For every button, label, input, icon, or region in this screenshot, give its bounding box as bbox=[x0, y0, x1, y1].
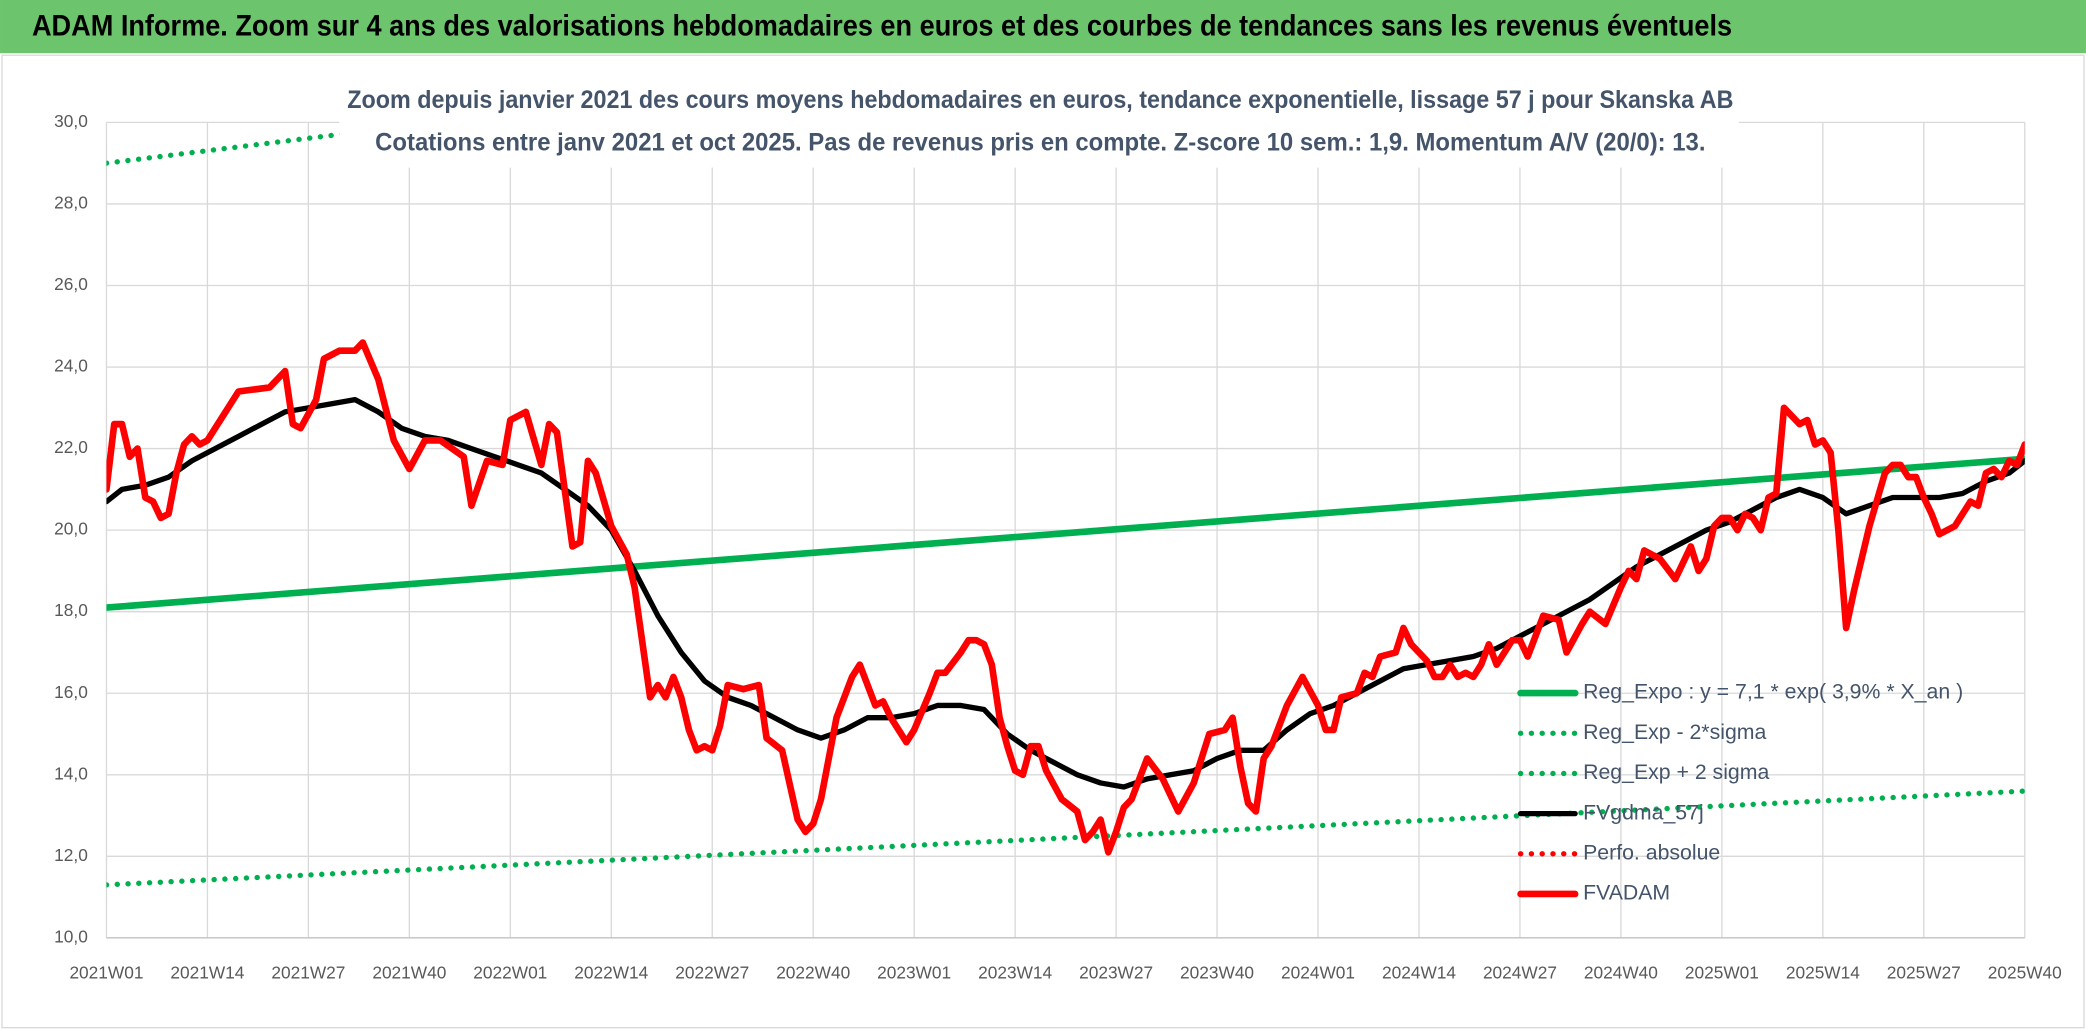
y-tick-label: 12,0 bbox=[54, 845, 88, 865]
y-tick-label: 20,0 bbox=[54, 519, 88, 539]
y-tick-label: 28,0 bbox=[54, 193, 88, 213]
x-tick-label: 2023W27 bbox=[1079, 962, 1153, 982]
chart-subtitle: Cotations entre janv 2021 et oct 2025. P… bbox=[375, 128, 1705, 156]
legend-label: FVgdma_57j bbox=[1583, 800, 1704, 824]
x-tick-label: 2025W01 bbox=[1685, 962, 1759, 982]
x-tick-label: 2022W01 bbox=[473, 962, 547, 982]
legend-label: Perfo. absolue bbox=[1583, 840, 1720, 864]
banner-bg bbox=[0, 0, 2086, 54]
legend-label: Reg_Exp - 2*sigma bbox=[1583, 720, 1766, 744]
x-tick-label: 2021W40 bbox=[372, 962, 446, 982]
y-tick-label: 22,0 bbox=[54, 437, 88, 457]
y-tick-label: 14,0 bbox=[54, 763, 88, 783]
series-line bbox=[106, 339, 2025, 856]
x-tick-label: 2022W27 bbox=[675, 962, 749, 982]
x-tick-label: 2021W14 bbox=[170, 962, 244, 982]
x-tick-label: 2023W01 bbox=[877, 962, 951, 982]
legend-label: Reg_Exp + 2 sigma bbox=[1583, 760, 1769, 784]
chart-title: Zoom depuis janvier 2021 des cours moyen… bbox=[347, 86, 1733, 114]
legend-label: FVADAM bbox=[1583, 881, 1670, 905]
x-tick-label: 2024W27 bbox=[1483, 962, 1557, 982]
chart-frame bbox=[1, 54, 2085, 1029]
x-tick-label: 2024W14 bbox=[1382, 962, 1456, 982]
x-tick-label: 2024W40 bbox=[1584, 962, 1658, 982]
y-tick-label: 30,0 bbox=[54, 111, 88, 131]
y-tick-label: 18,0 bbox=[54, 600, 88, 620]
series-line bbox=[106, 788, 2025, 888]
x-tick-label: 2022W14 bbox=[574, 962, 648, 982]
x-tick-label: 2021W01 bbox=[69, 962, 143, 982]
legend-label: Reg_Expo : y = 7,1 * exp( 3,9% * X_an ) bbox=[1583, 680, 1963, 704]
x-tick-label: 2025W40 bbox=[1988, 962, 2062, 982]
x-tick-label: 2022W40 bbox=[776, 962, 850, 982]
series-line bbox=[106, 455, 2025, 611]
x-tick-label: 2023W40 bbox=[1180, 962, 1254, 982]
y-tick-label: 16,0 bbox=[54, 682, 88, 702]
y-tick-label: 24,0 bbox=[54, 356, 88, 376]
y-tick-label: 10,0 bbox=[54, 926, 88, 946]
y-tick-label: 26,0 bbox=[54, 274, 88, 294]
x-tick-label: 2025W27 bbox=[1887, 962, 1961, 982]
title-bg bbox=[339, 79, 1739, 168]
x-tick-label: 2023W14 bbox=[978, 962, 1052, 982]
banner-title: ADAM Informe. Zoom sur 4 ans des valoris… bbox=[32, 11, 1732, 43]
x-tick-label: 2024W01 bbox=[1281, 962, 1355, 982]
legend: Reg_Expo : y = 7,1 * exp( 3,9% * X_an ) R… bbox=[1517, 680, 1963, 905]
axes: 10,0 12,0 14,0 16,0 18,0 20,0 22,0 24,0 26,0 28,0… bbox=[54, 111, 2062, 982]
x-tick-label: 2021W27 bbox=[271, 962, 345, 982]
x-tick-label: 2025W14 bbox=[1786, 962, 1860, 982]
